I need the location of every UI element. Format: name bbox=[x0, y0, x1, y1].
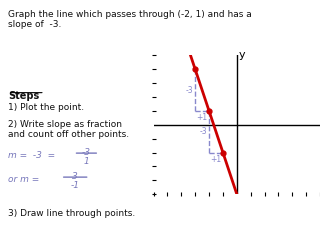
Text: 2) Write slope as fraction
and count off other points.: 2) Write slope as fraction and count off… bbox=[8, 120, 129, 139]
Text: 1) Plot the point.: 1) Plot the point. bbox=[8, 103, 84, 112]
Text: or m =: or m = bbox=[8, 175, 39, 184]
Text: 3: 3 bbox=[72, 172, 78, 181]
Text: -3: -3 bbox=[199, 127, 207, 136]
Text: 3) Draw line through points.: 3) Draw line through points. bbox=[8, 209, 135, 218]
Text: Steps: Steps bbox=[8, 91, 39, 101]
Text: +1: +1 bbox=[211, 155, 221, 164]
Text: Graph the line which passes through (-2, 1) and has a
slope of  -3.: Graph the line which passes through (-2,… bbox=[8, 10, 252, 29]
Text: -3: -3 bbox=[82, 148, 91, 156]
Text: m =  -3  =: m = -3 = bbox=[8, 151, 55, 160]
Text: y: y bbox=[239, 50, 245, 60]
Text: -3: -3 bbox=[186, 86, 193, 95]
Text: -1: -1 bbox=[71, 181, 80, 190]
Text: +1: +1 bbox=[196, 113, 208, 122]
Text: 1: 1 bbox=[84, 157, 89, 166]
